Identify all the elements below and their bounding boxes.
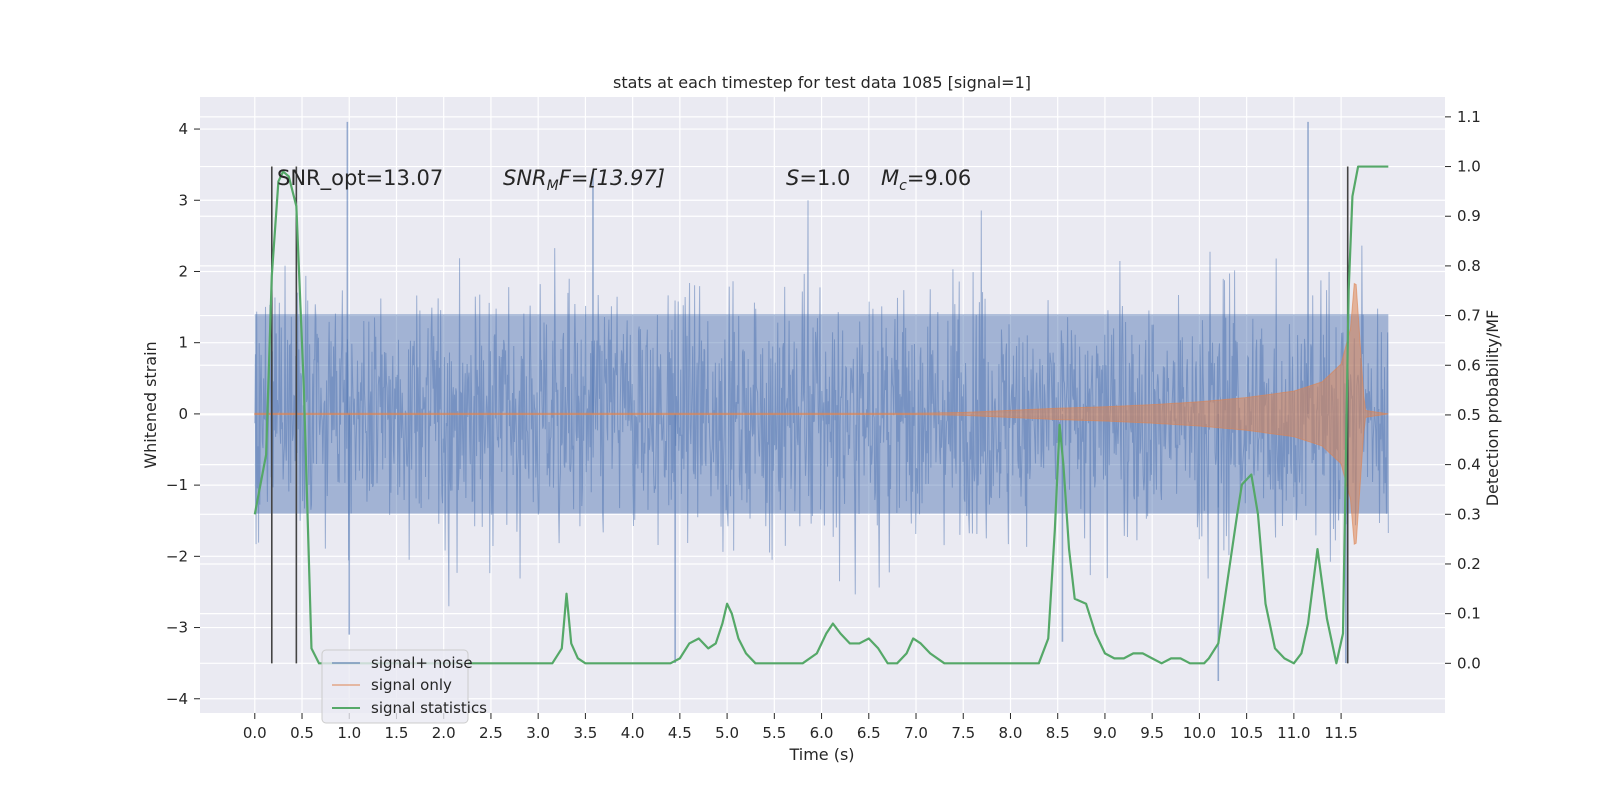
left-y-tick-label: 4 <box>178 120 188 138</box>
signal-only-envelope <box>254 282 1389 546</box>
x-tick-label: 6.0 <box>810 724 834 742</box>
x-axis-title: Time (s) <box>788 745 854 764</box>
right-y-tick-label: 0.9 <box>1457 207 1481 225</box>
right-y-tick-label: 0.8 <box>1457 257 1481 275</box>
x-tick-label: 1.0 <box>337 724 361 742</box>
left-y-tick-label: 2 <box>178 262 188 280</box>
annotation-snr-mf-sub: M <box>547 178 559 194</box>
x-tick-label: 2.0 <box>432 724 456 742</box>
x-tick-label: 10.0 <box>1183 724 1216 742</box>
series-signal-statistics <box>253 165 1389 665</box>
legend-label-signal-noise: signal+ noise <box>371 654 473 672</box>
x-tick-label: 0.0 <box>243 724 267 742</box>
x-tick-label: 6.5 <box>857 724 881 742</box>
left-y-tick-label: −1 <box>166 476 188 494</box>
vertical-markers <box>270 166 1349 664</box>
annotation-mc-sub: c <box>899 178 907 194</box>
chart-title: stats at each timestep for test data 108… <box>613 73 1031 92</box>
right-y-tick-label: 0.1 <box>1457 605 1481 623</box>
right-y-axis-ticks: 1.1 1.0 0.9 0.8 0.7 0.6 0.5 0.4 0.3 0.2 0.1 0.0 <box>1445 108 1481 672</box>
right-y-tick-label: 0.2 <box>1457 555 1481 573</box>
x-tick-label: 0.5 <box>290 724 314 742</box>
annotation-mc-value: =9.06 <box>907 166 971 190</box>
x-tick-label: 5.0 <box>715 724 739 742</box>
legend-label-signal-statistics: signal statistics <box>371 699 487 717</box>
annotation-snr-mf-value: F=[13.97] <box>559 166 665 190</box>
x-tick-label: 7.5 <box>951 724 975 742</box>
left-y-tick-label: −4 <box>166 690 188 708</box>
annotation-snr-opt: SNR_opt=13.07 <box>277 166 443 191</box>
right-y-tick-label: 0.0 <box>1457 654 1481 672</box>
left-y-tick-label: 1 <box>178 334 188 352</box>
left-y-axis-title: Whitened strain <box>141 341 160 468</box>
right-y-tick-label: 1.1 <box>1457 108 1481 126</box>
annotation-s-label: S <box>786 166 799 190</box>
x-tick-label: 8.0 <box>999 724 1023 742</box>
annotation-s-value: =1.0 <box>799 166 850 190</box>
right-y-tick-label: 0.6 <box>1457 356 1481 374</box>
x-tick-label: 2.5 <box>479 724 503 742</box>
x-tick-label: 7.0 <box>904 724 928 742</box>
left-y-tick-label: 0 <box>178 405 188 423</box>
signal-noise-line <box>254 200 1389 607</box>
x-tick-label: 11.0 <box>1277 724 1310 742</box>
right-y-tick-label: 0.7 <box>1457 307 1481 325</box>
x-tick-label: 10.5 <box>1230 724 1263 742</box>
x-tick-label: 8.5 <box>1046 724 1070 742</box>
annotation-mc: Mc=9.06 <box>881 166 971 194</box>
legend: signal+ noise signal only signal statist… <box>321 649 487 724</box>
left-y-axis-ticks: 4 3 2 1 0 −1 −2 −3 −4 <box>166 120 200 708</box>
x-axis-ticks: 0.0 0.5 1.0 1.5 2.0 2.5 3.0 3.5 4.0 4.5 5.0 5.5 6.0 6… <box>243 713 1358 742</box>
legend-label-signal-only: signal only <box>371 676 452 694</box>
x-tick-label: 11.5 <box>1324 724 1357 742</box>
right-y-tick-label: 0.3 <box>1457 505 1481 523</box>
x-tick-label: 3.0 <box>526 724 550 742</box>
series-signal-only <box>254 282 1389 546</box>
right-y-tick-label: 0.5 <box>1457 406 1481 424</box>
right-y-axis-title: Detection probability/MF <box>1483 310 1502 507</box>
right-y-tick-label: 0.4 <box>1457 456 1481 474</box>
x-tick-label: 1.5 <box>385 724 409 742</box>
x-tick-label: 9.0 <box>1093 724 1117 742</box>
x-tick-label: 9.5 <box>1140 724 1164 742</box>
x-tick-label: 5.5 <box>762 724 786 742</box>
right-y-tick-label: 1.0 <box>1457 158 1481 176</box>
left-y-tick-label: 3 <box>178 191 188 209</box>
annotation-mc-label: M <box>881 166 899 190</box>
left-y-tick-label: −2 <box>166 547 188 565</box>
x-tick-label: 4.5 <box>668 724 692 742</box>
x-tick-label: 3.5 <box>573 724 597 742</box>
signal-statistics-line <box>253 165 1389 665</box>
left-y-tick-label: −3 <box>166 619 188 637</box>
annotation-s: S=1.0 <box>786 166 850 190</box>
x-tick-label: 4.0 <box>621 724 645 742</box>
annotation-snr-mf-label: SNR <box>503 166 547 190</box>
annotation-snr-mf: SNRMF=[13.97] <box>503 166 665 194</box>
legend-box <box>321 649 469 724</box>
